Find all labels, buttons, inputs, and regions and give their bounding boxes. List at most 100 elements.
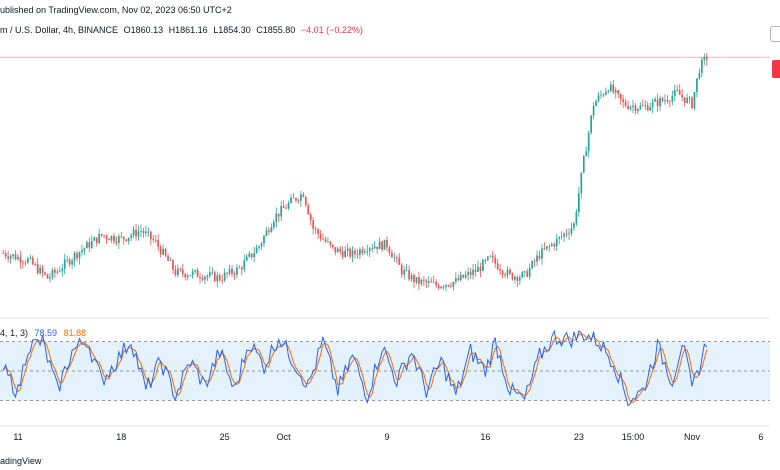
candle-body: [211, 272, 214, 274]
candle-body: [88, 242, 91, 248]
candle-body: [546, 246, 548, 249]
candle-body: [307, 205, 310, 215]
candle-body: [550, 244, 553, 246]
candle-body: [238, 267, 241, 269]
candle-body: [304, 196, 307, 206]
candle-body: [334, 247, 337, 253]
candle-body: [435, 281, 438, 286]
candle-body: [634, 105, 637, 112]
candle-body: [386, 239, 388, 248]
candle-body: [624, 102, 627, 106]
time-axis[interactable]: 11 18 25 Oct 9 16 23 15:00 Nov 6: [0, 425, 770, 442]
candle-body: [336, 248, 339, 253]
candle-body: [277, 213, 280, 217]
candle-body: [582, 156, 585, 173]
candle-body: [669, 101, 671, 103]
candle-body: [191, 271, 194, 276]
candle-body: [612, 84, 615, 93]
candle-body: [622, 99, 624, 103]
candle-body: [2, 253, 5, 254]
candle-body: [368, 248, 371, 251]
candle-body: [521, 272, 524, 278]
candle-body: [216, 275, 219, 282]
price-scale-toggle[interactable]: [770, 26, 780, 42]
candle-body: [646, 105, 649, 111]
candle-body: [403, 270, 406, 275]
candle-body: [314, 228, 317, 230]
candle-body: [31, 257, 34, 265]
candle-body: [518, 277, 521, 281]
candle-body: [341, 251, 344, 257]
candle-body: [132, 229, 135, 236]
candle-body: [440, 286, 442, 289]
candle-body: [300, 194, 302, 201]
candle-body: [425, 280, 428, 283]
candle-body: [177, 268, 179, 275]
candle-body: [275, 213, 278, 222]
tradingview-logo[interactable]: adingView: [0, 452, 41, 470]
candle-body: [568, 233, 570, 235]
candle-body: [430, 281, 433, 283]
time-axis-label: 11: [13, 432, 22, 442]
candle-body: [698, 72, 701, 79]
candle-body: [282, 206, 285, 209]
candle-body: [26, 258, 29, 263]
candle-body: [691, 97, 693, 109]
candle-body: [676, 90, 679, 91]
candle-body: [130, 235, 133, 238]
candle-body: [437, 285, 440, 289]
candle-body: [641, 105, 644, 107]
candle-body: [696, 78, 698, 93]
candle-body: [686, 97, 688, 103]
candle-body: [553, 244, 556, 247]
candle-body: [4, 253, 7, 257]
candle-body: [388, 247, 391, 253]
price-pane[interactable]: [0, 52, 770, 292]
candle-body: [659, 98, 661, 107]
candle-body: [467, 272, 470, 275]
candle-body: [565, 233, 568, 235]
candle-body: [213, 272, 216, 282]
candle-body: [157, 240, 160, 247]
candle-body: [644, 105, 647, 107]
candle-body: [174, 269, 177, 275]
stochastic-pane[interactable]: [0, 317, 770, 407]
candle-body: [226, 272, 228, 274]
candle-body: [142, 230, 145, 234]
candle-body: [523, 271, 526, 273]
candle-body: [54, 269, 56, 273]
candle-body: [127, 237, 130, 241]
symbol-legend[interactable]: m / U.S. Dollar, 4h, BINANCE O1860.13 H1…: [0, 20, 366, 40]
candle-body: [327, 241, 329, 243]
candle-body: [46, 274, 49, 279]
candle-body: [688, 97, 691, 99]
candle-body: [58, 271, 61, 273]
ohlc-low: L1854.30: [213, 25, 251, 35]
stochastic-legend[interactable]: 4, 1, 3) 78.59 81.88: [0, 326, 86, 340]
candle-body: [228, 268, 231, 274]
candle-body: [482, 260, 484, 271]
candle-body: [393, 257, 396, 258]
candle-body: [673, 90, 676, 96]
candle-body: [162, 248, 164, 255]
candle-body: [693, 92, 696, 109]
candle-body: [363, 251, 366, 253]
candle-body: [637, 109, 639, 112]
candle-body: [378, 241, 381, 249]
candle-body: [661, 98, 664, 101]
stochastic-d-line: [2, 333, 708, 403]
candle-body: [600, 94, 602, 96]
candle-body: [526, 271, 529, 277]
candle-body: [555, 238, 558, 247]
candle-body: [410, 275, 413, 280]
candle-body: [199, 277, 201, 279]
candle-body: [590, 115, 593, 133]
candle-body: [309, 214, 312, 221]
candle-body: [531, 261, 533, 269]
candle-body: [575, 212, 578, 224]
candle-body: [509, 269, 511, 274]
candle-body: [383, 239, 386, 250]
candle-body: [339, 248, 342, 252]
candle-body: [108, 238, 110, 241]
